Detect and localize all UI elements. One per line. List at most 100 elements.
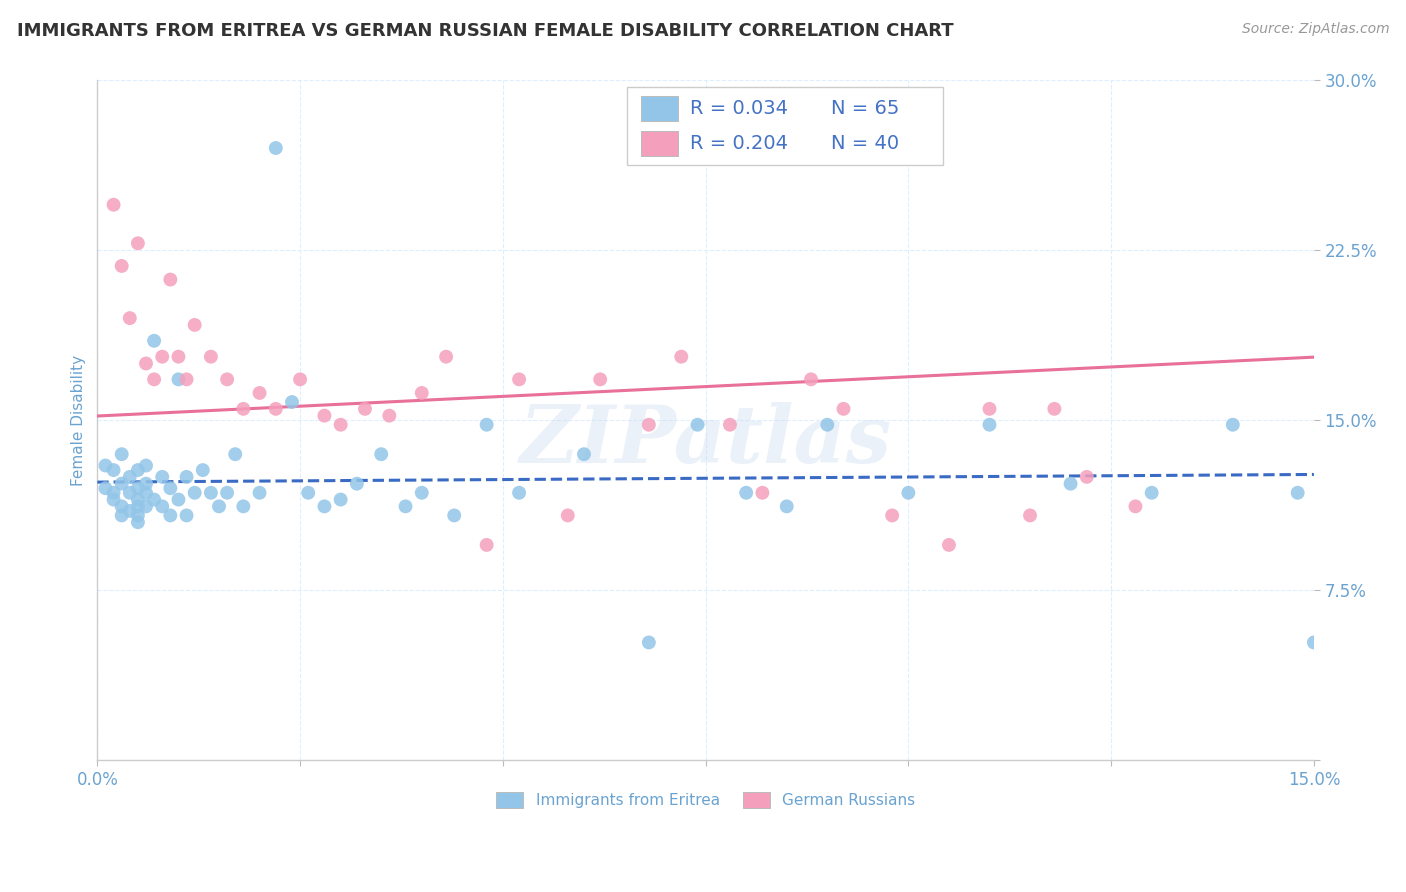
Point [143, 492, 166, 507]
Point [1302, 635, 1324, 649]
Text: R = 0.034: R = 0.034 [690, 99, 787, 119]
Point [135, 476, 157, 491]
Text: R = 0.204: R = 0.204 [690, 134, 787, 153]
Point [150, 470, 173, 484]
Point [127, 500, 149, 514]
Point [882, 508, 904, 523]
Point [354, 401, 377, 416]
Point [637, 635, 659, 649]
Point [135, 485, 157, 500]
Point [159, 481, 181, 495]
Point [264, 141, 287, 155]
Point [135, 458, 157, 473]
Point [200, 350, 222, 364]
Point [1140, 485, 1163, 500]
Point [200, 485, 222, 500]
Point [979, 401, 1001, 416]
Point [118, 504, 141, 518]
Point [103, 198, 125, 212]
Point [394, 500, 416, 514]
Point [264, 401, 287, 416]
Point [557, 508, 579, 523]
Point [167, 492, 190, 507]
Point [127, 508, 149, 523]
Point [159, 508, 181, 523]
Point [411, 485, 433, 500]
Point [314, 409, 336, 423]
Point [776, 500, 799, 514]
Point [217, 485, 239, 500]
Point [1043, 401, 1066, 416]
Point [475, 417, 498, 432]
Point [183, 485, 205, 500]
Point [329, 417, 352, 432]
Point [143, 334, 166, 348]
Point [111, 447, 134, 461]
Point [297, 485, 319, 500]
Point [232, 401, 254, 416]
Point [127, 492, 149, 507]
Point [979, 417, 1001, 432]
Point [150, 350, 173, 364]
Y-axis label: Female Disability: Female Disability [72, 355, 86, 486]
Point [938, 538, 960, 552]
Point [735, 485, 758, 500]
Point [103, 463, 125, 477]
Point [637, 417, 659, 432]
Point [314, 500, 336, 514]
Point [800, 372, 823, 386]
Point [1059, 476, 1081, 491]
Point [718, 417, 741, 432]
Point [508, 372, 530, 386]
Point [832, 401, 855, 416]
Point [1222, 417, 1244, 432]
Point [686, 417, 709, 432]
Point [135, 356, 157, 370]
Point [815, 417, 838, 432]
Point [103, 492, 125, 507]
Point [249, 485, 271, 500]
Point [232, 500, 254, 514]
Point [94, 458, 117, 473]
Point [224, 447, 246, 461]
Point [443, 508, 465, 523]
Point [111, 508, 134, 523]
Point [1076, 470, 1098, 484]
Point [94, 481, 117, 495]
Text: IMMIGRANTS FROM ERITREA VS GERMAN RUSSIAN FEMALE DISABILITY CORRELATION CHART: IMMIGRANTS FROM ERITREA VS GERMAN RUSSIA… [17, 22, 953, 40]
Point [281, 395, 304, 409]
Point [434, 350, 457, 364]
Point [111, 259, 134, 273]
Point [249, 386, 271, 401]
Point [150, 500, 173, 514]
Point [751, 485, 773, 500]
Point [118, 470, 141, 484]
Point [378, 409, 401, 423]
Point [176, 508, 198, 523]
Point [118, 485, 141, 500]
Point [1286, 485, 1309, 500]
Point [1125, 500, 1147, 514]
Point [183, 318, 205, 332]
Point [135, 500, 157, 514]
Point [217, 372, 239, 386]
Point [1019, 508, 1042, 523]
Point [127, 515, 149, 529]
Point [127, 463, 149, 477]
Point [118, 311, 141, 326]
Point [191, 463, 214, 477]
Point [572, 447, 595, 461]
Point [329, 492, 352, 507]
Text: Source: ZipAtlas.com: Source: ZipAtlas.com [1241, 22, 1389, 37]
Point [475, 538, 498, 552]
Point [411, 386, 433, 401]
Bar [641, 96, 678, 121]
Point [508, 485, 530, 500]
Point [176, 372, 198, 386]
Point [208, 500, 231, 514]
Point [159, 272, 181, 286]
Point [167, 372, 190, 386]
Point [167, 350, 190, 364]
Point [288, 372, 311, 386]
Point [127, 236, 149, 251]
